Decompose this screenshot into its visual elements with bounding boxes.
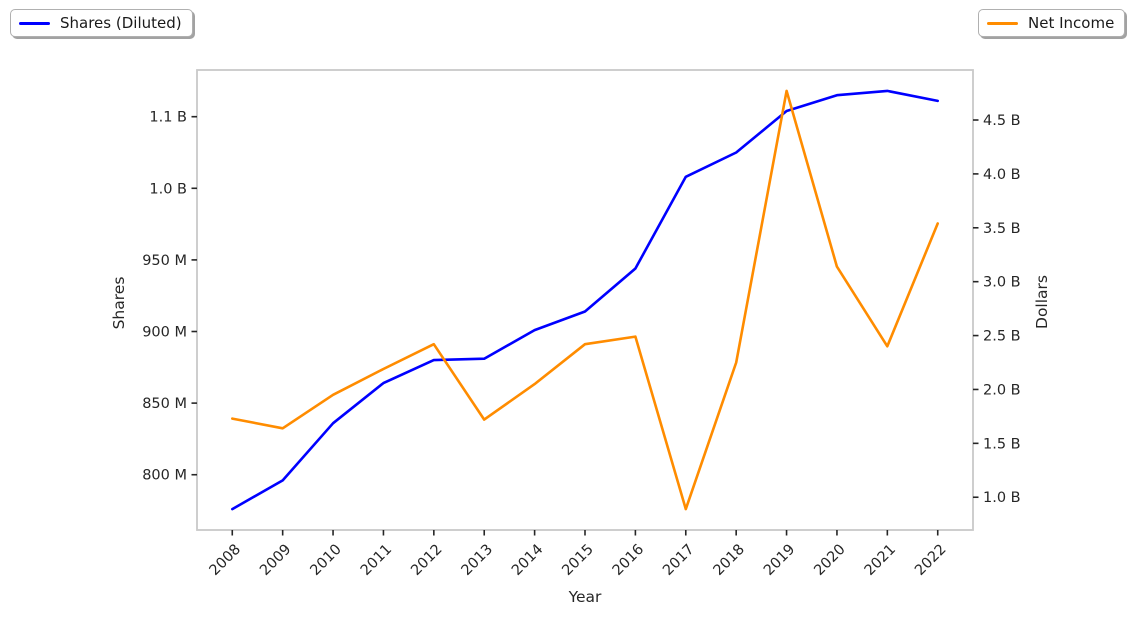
x-axis-tick-label: 2014 <box>509 542 546 579</box>
y-axis-left-title: Shares <box>110 276 128 330</box>
y-axis-right-tick-label: 1.5 B <box>983 436 1021 452</box>
x-axis-tick-label: 2022 <box>912 542 949 579</box>
x-axis-tick-label: 2019 <box>761 542 798 579</box>
shares-line-swatch <box>19 21 50 25</box>
net-income-line-swatch <box>987 21 1018 25</box>
y-axis-right-tick-label: 4.5 B <box>983 113 1021 129</box>
legend-net-income: Net Income <box>978 9 1126 37</box>
legend-net-income-label: Net Income <box>1028 14 1115 32</box>
shares-line <box>231 89 940 511</box>
y-axis-right-tick-label: 3.5 B <box>983 221 1021 237</box>
y-axis-right-tick-label: 2.5 B <box>983 329 1021 345</box>
legend-shares-label: Shares (Diluted) <box>60 14 182 32</box>
x-axis-tick-label: 2008 <box>207 542 244 579</box>
y-axis-left-tick-label: 850 M <box>142 396 187 412</box>
x-axis-tick-label: 2017 <box>660 542 697 579</box>
y-axis-right-tick-label: 3.0 B <box>983 275 1021 291</box>
x-axis-tick-label: 2011 <box>358 542 395 579</box>
y-axis-left-tick-label: 800 M <box>142 468 187 484</box>
y-axis-right-tick-label: 1.0 B <box>983 490 1021 506</box>
x-axis-tick-label: 2013 <box>459 542 496 579</box>
x-axis-tick-label: 2021 <box>862 542 899 579</box>
x-axis-tick-label: 2009 <box>257 542 294 579</box>
x-axis-tick-label: 2020 <box>811 542 848 579</box>
y-axis-left-tick-label: 1.0 B <box>149 181 187 197</box>
x-axis-tick-label: 2015 <box>559 542 596 579</box>
net-income-line <box>231 89 940 511</box>
y-axis-right-tick-label: 2.0 B <box>983 382 1021 398</box>
x-axis-title: Year <box>568 588 602 606</box>
y-axis-right-title: Dollars <box>1033 275 1051 329</box>
y-axis-left-tick-label: 950 M <box>142 253 187 269</box>
x-axis-tick-label: 2018 <box>711 542 748 579</box>
x-axis-tick-label: 2010 <box>307 542 344 579</box>
x-axis-tick-label: 2012 <box>408 542 445 579</box>
x-axis-tick-label: 2016 <box>610 542 647 579</box>
legend-shares: Shares (Diluted) <box>10 9 193 37</box>
y-axis-left-tick-label: 1.1 B <box>149 110 187 126</box>
y-axis-left-tick-label: 900 M <box>142 325 187 341</box>
y-axis-right-tick-label: 4.0 B <box>983 167 1021 183</box>
